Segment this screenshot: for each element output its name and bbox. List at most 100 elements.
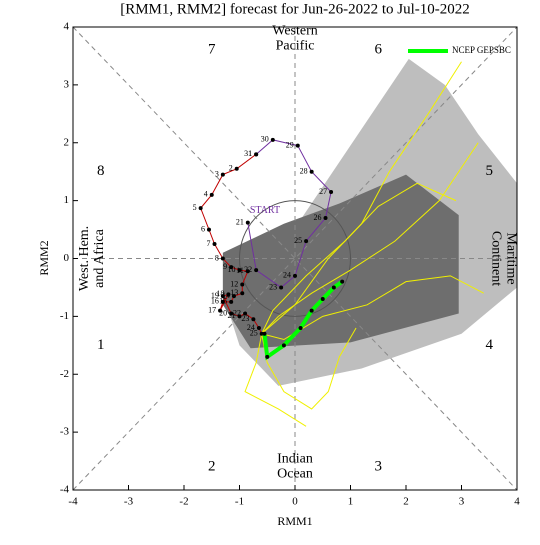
day-label: 17	[208, 305, 216, 314]
day-label: 3	[215, 169, 219, 178]
day-label: 23	[269, 282, 277, 291]
diagonal	[72, 26, 518, 491]
region-label-line: Continent	[488, 231, 503, 286]
observed-point	[245, 269, 250, 274]
observed-point	[231, 294, 236, 299]
observed-point	[198, 206, 203, 211]
legend-label: NCEP GEPSBC	[452, 45, 511, 55]
plume	[222, 174, 459, 349]
day-label: 28	[300, 167, 308, 176]
region-label: West. Hem. and Africa	[77, 226, 107, 291]
day-label: 24	[283, 271, 291, 280]
observed-point	[220, 299, 225, 304]
x-tick-label: -2	[179, 496, 188, 508]
x-tick-label: -4	[68, 496, 78, 508]
day-label: 7	[207, 239, 211, 248]
day-label: 19	[211, 291, 219, 300]
observed-point	[229, 299, 234, 304]
diagonal	[72, 26, 518, 491]
y-tick-label: -4	[60, 484, 70, 496]
ensemble-mean-point	[265, 354, 270, 359]
region-label-line: Ocean	[277, 467, 313, 482]
observed-point	[329, 189, 334, 194]
observed-point	[279, 285, 284, 290]
day-label: 13	[230, 288, 238, 297]
x-tick-label: -3	[124, 496, 134, 508]
member-line	[261, 142, 479, 335]
member-line	[261, 327, 357, 410]
y-tick-label: 3	[64, 78, 70, 90]
x-tick-label: -1	[235, 496, 244, 508]
observed-point	[212, 242, 217, 247]
day-label: 29	[286, 140, 294, 149]
day-label: 9	[223, 262, 227, 271]
ensemble-mean-point	[331, 285, 336, 290]
day-label: 14	[222, 291, 230, 300]
day-label: 5	[193, 203, 197, 212]
day-label: 10	[228, 265, 236, 274]
x-tick-label: 3	[459, 496, 465, 508]
day-label: 25	[294, 236, 302, 245]
observed-point	[220, 256, 225, 261]
region-label-line: and Africa	[92, 228, 107, 287]
observed-point	[293, 273, 297, 278]
y-tick-label: -3	[60, 426, 70, 438]
member-line	[261, 275, 484, 341]
phase-number: 6	[375, 42, 383, 58]
region-label-line: Pacific	[276, 38, 315, 53]
start-label: START	[250, 205, 280, 216]
observed-point	[237, 314, 242, 319]
observed-point	[220, 172, 225, 177]
day-label: 23	[241, 314, 249, 323]
x-tick-label: 4	[514, 496, 520, 508]
observed-point	[270, 137, 275, 142]
ensemble-mean-point	[320, 297, 325, 302]
observed-point	[206, 227, 211, 232]
region-label-line: Maritime	[503, 232, 518, 284]
unit-circle	[239, 200, 351, 317]
y-tick-label: 1	[64, 194, 70, 206]
region-label-line: West. Hem.	[77, 226, 92, 291]
observed-point	[295, 143, 300, 148]
observed-point	[229, 265, 234, 270]
day-label: 21	[228, 311, 236, 320]
region-label-line: Western	[272, 23, 318, 38]
phase-number: 4	[486, 337, 494, 353]
day-label: 25	[250, 329, 258, 338]
y-tick-label: 4	[64, 21, 70, 33]
day-label: 2	[229, 164, 233, 173]
member-line	[261, 61, 462, 335]
x-tick-label: 0	[292, 496, 298, 508]
observed-point	[226, 292, 231, 297]
y-axis-label: RMM2	[37, 240, 51, 275]
observed-point	[229, 311, 234, 316]
ensemble-mean-point	[298, 325, 303, 330]
day-label: 21	[236, 217, 244, 226]
y-tick-label: 2	[64, 136, 70, 148]
observed-point	[254, 268, 259, 273]
ensemble-mean-line	[262, 280, 344, 361]
day-label: 6	[201, 224, 205, 233]
y-tick-label: 0	[64, 252, 70, 264]
day-label: 22	[233, 308, 241, 317]
phase-number: 3	[375, 458, 383, 474]
day-label: 11	[236, 266, 244, 275]
x-tick-label: 2	[403, 496, 409, 508]
day-label: 20	[219, 308, 227, 317]
observed-point	[245, 220, 250, 225]
day-label: 30	[261, 135, 269, 144]
member-line	[244, 333, 307, 427]
day-label: 12	[230, 279, 238, 288]
observed-point	[240, 291, 245, 296]
chart-title: [RMM1, RMM2] forecast for Jun-26-2022 to…	[120, 1, 470, 17]
phase-number: 7	[208, 42, 216, 58]
observed-point	[309, 169, 314, 174]
observed-point	[218, 308, 223, 313]
ensemble-mean-point	[340, 279, 345, 284]
observed-point	[323, 215, 328, 220]
phase-number: 1	[97, 337, 105, 353]
observed-point	[240, 282, 245, 287]
